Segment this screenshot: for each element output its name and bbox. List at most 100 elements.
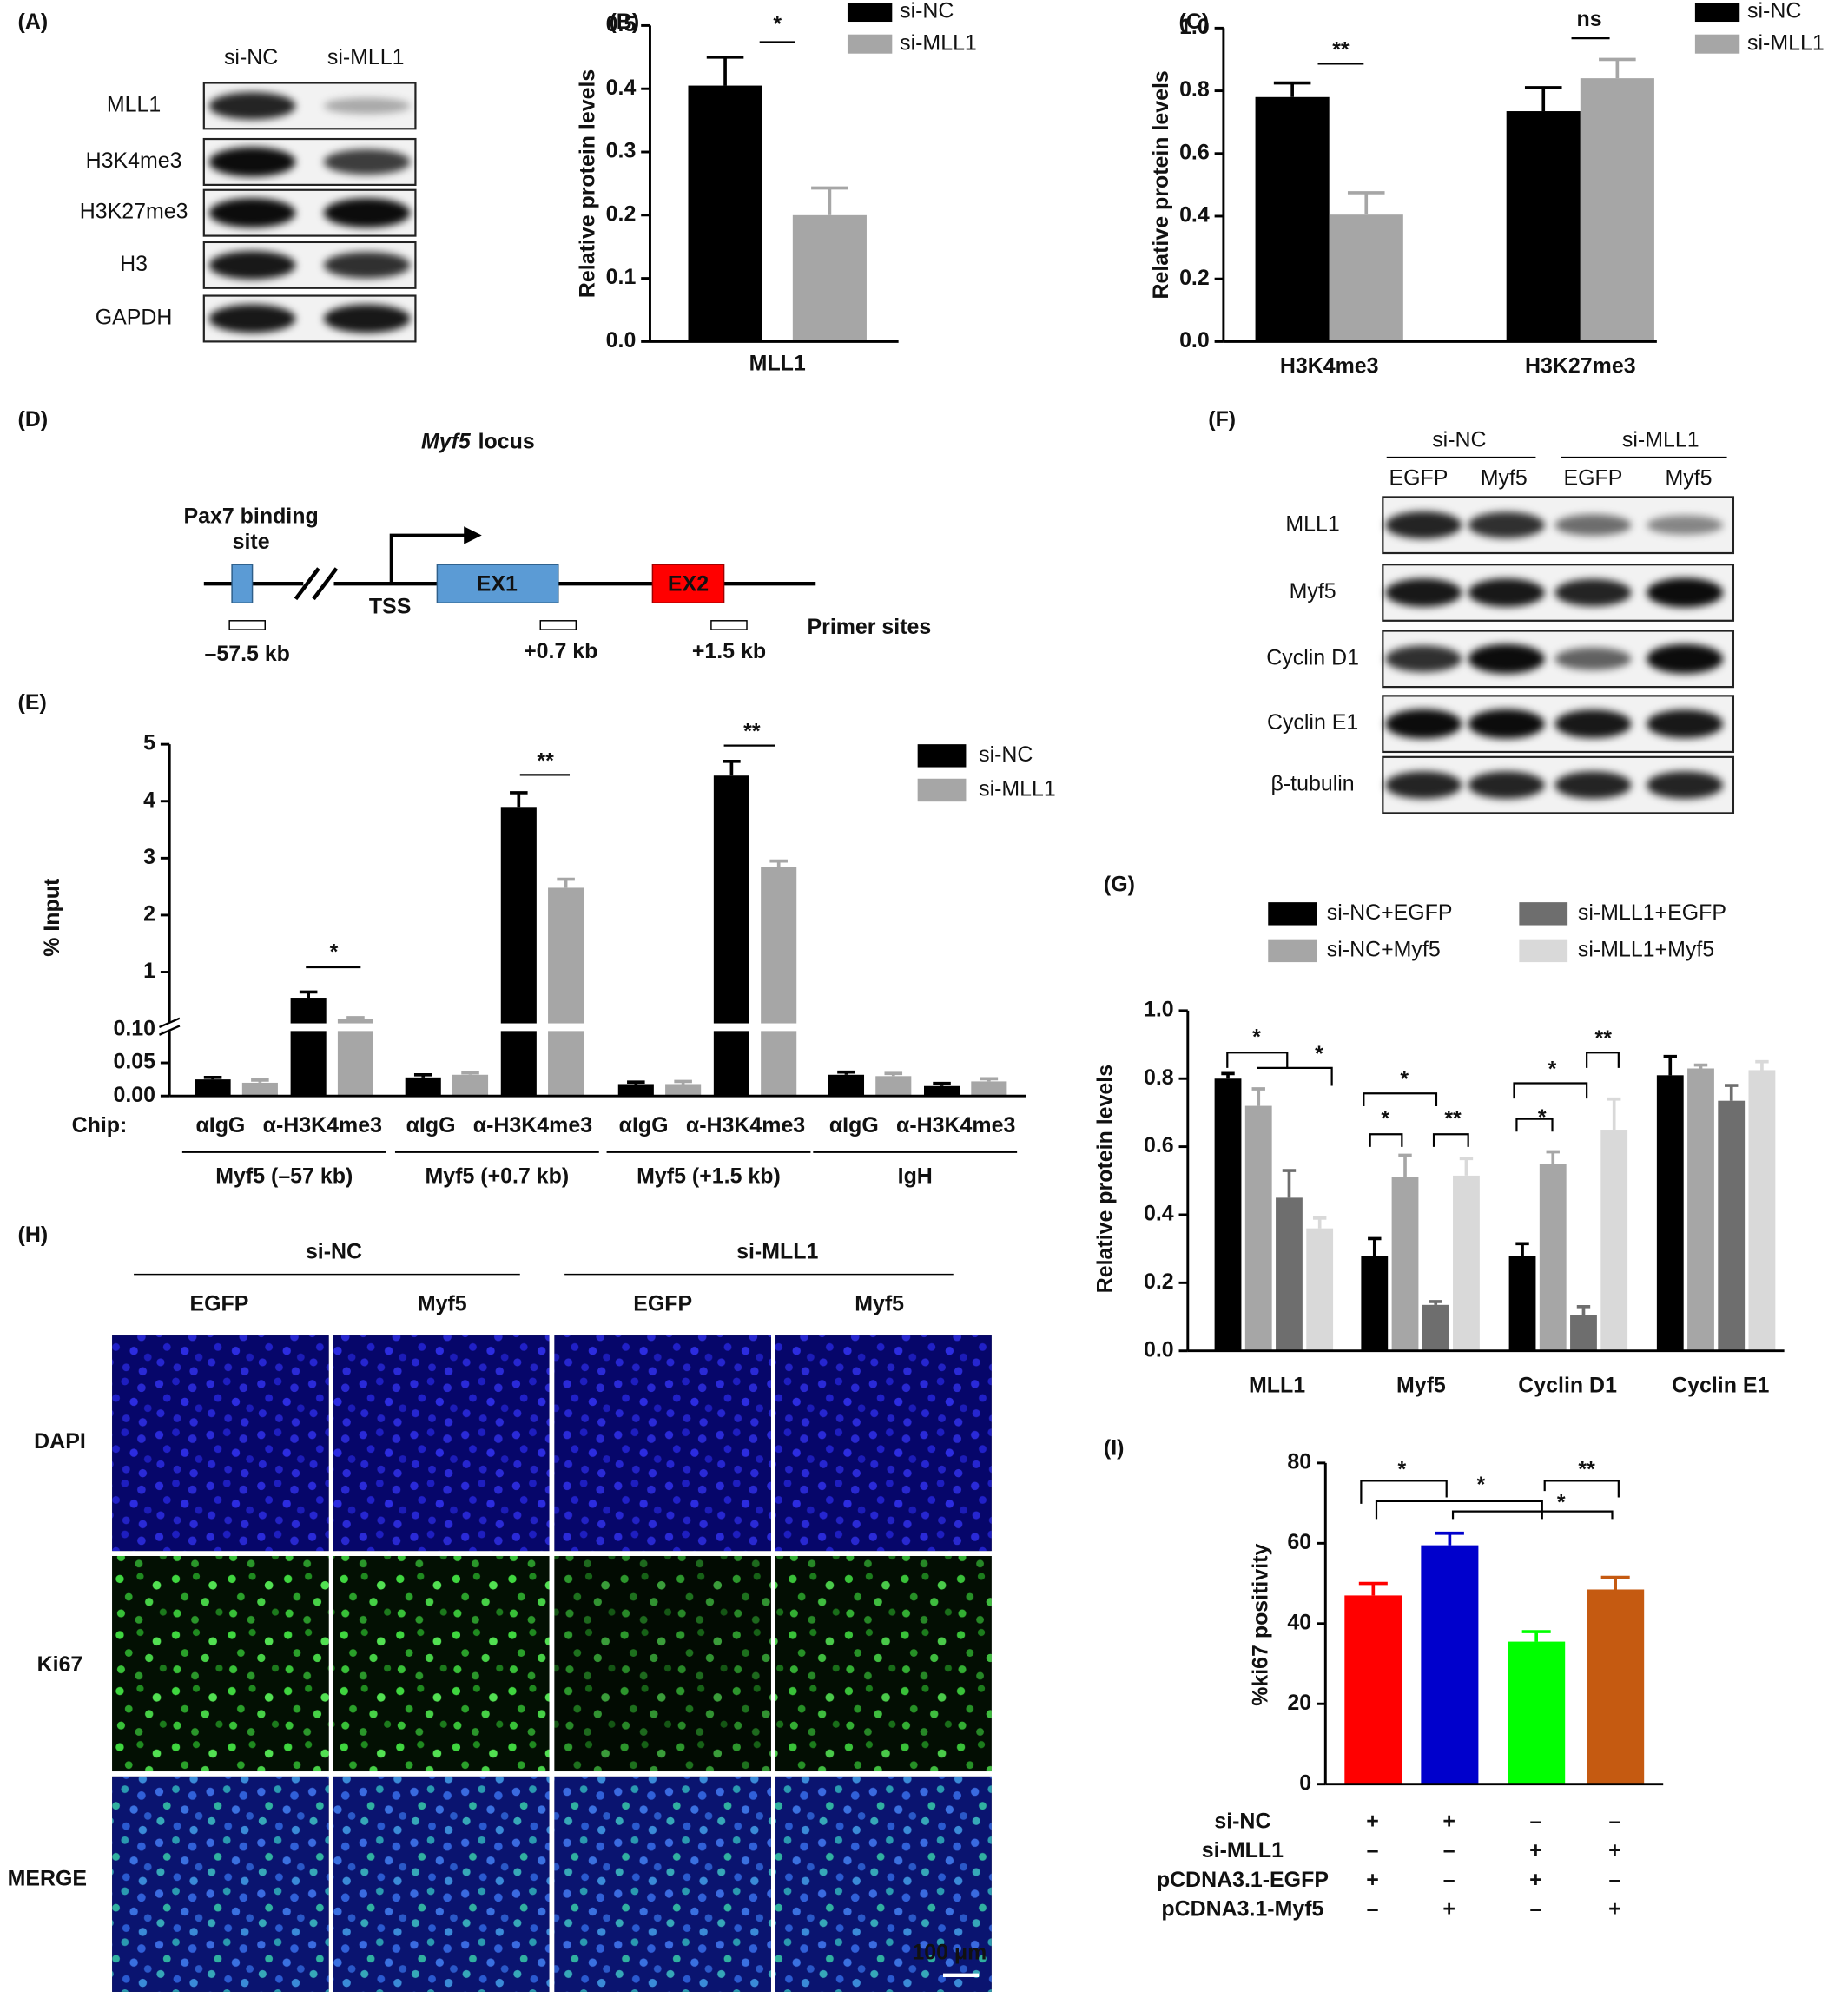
bar	[924, 1085, 960, 1097]
condition-sign: +	[1442, 1897, 1455, 1922]
y-tick-label: 0.4	[1179, 203, 1210, 227]
blot-band	[323, 97, 411, 115]
x-tick-label: αIgG	[619, 1113, 669, 1137]
micrograph	[775, 1776, 992, 1992]
panel-label: (F)	[1208, 407, 1236, 432]
y-tick-label: 1.0	[1179, 15, 1210, 39]
locus-diagram	[203, 526, 816, 630]
bar	[1600, 1130, 1628, 1351]
significance-label: *	[1548, 1057, 1557, 1081]
error-bar	[1546, 1150, 1560, 1164]
x-tick-label: Cyclin D1	[1518, 1373, 1617, 1397]
y-tick-label: 0.1	[606, 265, 637, 289]
error-bar	[980, 1077, 999, 1082]
legend-label: si-MLL1	[979, 777, 1056, 801]
gene-name: Myf5	[421, 429, 472, 453]
significance-label: *	[1397, 1457, 1406, 1481]
condition-sign: –	[1367, 1838, 1379, 1863]
error-bar	[1312, 1216, 1327, 1229]
bar	[1508, 1255, 1536, 1351]
blot-row-label: MLL1	[107, 92, 161, 116]
x-tick-label: α-H3K4me3	[473, 1113, 592, 1137]
panel-label: (I)	[1104, 1435, 1125, 1460]
blot-band	[1647, 577, 1724, 608]
blot-band	[1385, 709, 1462, 739]
legend-label: si-NC	[900, 0, 954, 23]
blot-band	[1468, 709, 1545, 739]
row-label: MERGE	[8, 1866, 87, 1890]
y-tick-label: 0.2	[1144, 1269, 1174, 1294]
bar	[1687, 1068, 1714, 1351]
axis-break	[158, 1017, 181, 1036]
blot-band	[1554, 578, 1632, 607]
legend-label: si-MLL1	[1747, 30, 1825, 55]
axis-break-gap	[156, 1023, 1026, 1032]
error-bar	[1347, 191, 1385, 215]
exon-1	[436, 564, 559, 603]
legend-swatch	[847, 3, 893, 23]
significance-label: ns	[1577, 7, 1602, 31]
condition-sign: +	[1608, 1838, 1621, 1863]
group-label: Myf5 (+1.5 kb)	[637, 1164, 781, 1189]
error-bar	[346, 1016, 365, 1019]
legend-label: si-MLL1+EGFP	[1578, 900, 1726, 925]
blot-band	[1647, 515, 1724, 535]
column-label: si-MLL1	[327, 45, 405, 69]
y-axis-label: Relative protein levels	[576, 69, 600, 298]
bar	[792, 214, 867, 342]
bar	[290, 998, 327, 1097]
significance-label: **	[1578, 1457, 1595, 1481]
condition-label: pCDNA3.1-Myf5	[1161, 1897, 1323, 1922]
y-tick-label: 0.5	[606, 12, 637, 36]
blot-band	[1554, 647, 1632, 670]
error-bar	[413, 1072, 432, 1078]
significance-label: *	[1538, 1105, 1547, 1130]
error-bar	[1273, 81, 1311, 97]
significance-label: *	[773, 12, 782, 36]
x-tick-label: α-H3K4me3	[896, 1113, 1015, 1137]
micrograph	[112, 1555, 329, 1772]
y-tick-label: 0.0	[606, 328, 637, 353]
bar	[1656, 1075, 1684, 1351]
y-axis-label: % Input	[40, 879, 64, 957]
error-bar	[769, 859, 788, 867]
x-tick-label: MLL1	[1249, 1373, 1305, 1397]
column-label: Myf5	[1481, 465, 1528, 490]
significance-bracket	[1451, 1510, 1614, 1520]
y-tick-label: 0.8	[1179, 77, 1210, 102]
significance-bracket	[1543, 1480, 1620, 1498]
condition-label: si-NC	[1214, 1809, 1270, 1833]
bar	[761, 867, 797, 1097]
significance-bracket	[1515, 1118, 1554, 1132]
significance-bracket	[1360, 1480, 1448, 1504]
y-tick-label: 0.4	[606, 76, 637, 100]
micrograph	[333, 1776, 550, 1992]
legend-label: si-NC	[979, 742, 1033, 767]
significance-label: *	[1252, 1025, 1261, 1050]
y-tick-label: 20	[1287, 1691, 1311, 1715]
bar	[405, 1077, 441, 1097]
error-bar	[933, 1081, 951, 1086]
group-label: si-MLL1	[1622, 427, 1700, 452]
micrograph	[333, 1555, 550, 1772]
error-bar	[1607, 1097, 1621, 1131]
column-label: EGFP	[1389, 465, 1448, 490]
y-tick-label: 0	[1299, 1770, 1311, 1795]
blot-band	[1554, 514, 1632, 537]
x-tick-label: Cyclin E1	[1672, 1373, 1769, 1397]
bar	[1344, 1595, 1402, 1784]
error-bar	[1599, 57, 1636, 79]
x-tick-label: H3K27me3	[1525, 353, 1636, 378]
blot-band	[208, 147, 296, 177]
significance-bracket	[1513, 1082, 1588, 1099]
y-tick-label: 0.3	[606, 139, 637, 163]
bar	[1214, 1078, 1242, 1351]
primer-box	[710, 620, 748, 630]
error-bar	[510, 791, 528, 808]
x-tick-label: MLL1	[749, 351, 806, 375]
blot-band	[323, 198, 411, 228]
blot-band	[1385, 645, 1462, 673]
bar	[1391, 1177, 1419, 1351]
legend-swatch	[917, 778, 967, 802]
